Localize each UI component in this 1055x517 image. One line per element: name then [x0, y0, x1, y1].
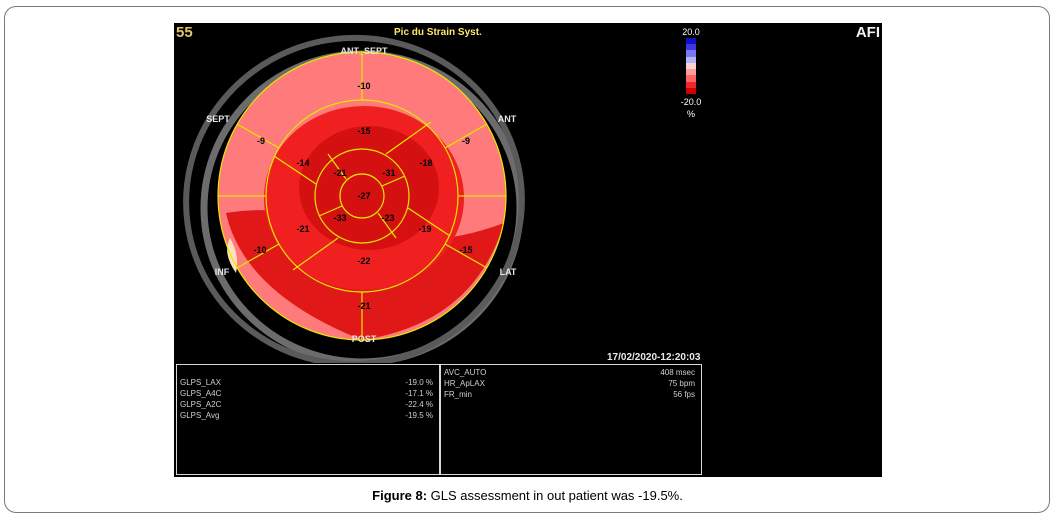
- segment-value-apical-sept: -33: [333, 213, 346, 223]
- scale-unit-label: %: [686, 109, 695, 119]
- bullseye-wall-labels: ANT_SEPT ANT LAT POST INF SEPT: [206, 46, 517, 344]
- glps-label: GLPS_A4C: [180, 389, 222, 398]
- caption-prefix: Figure 8:: [372, 488, 428, 503]
- wall-label-sept: SEPT: [206, 114, 230, 124]
- info-value: 408 msec: [660, 368, 695, 377]
- wall-label-post: POST: [352, 334, 377, 344]
- figure-caption: Figure 8: GLS assessment in out patient …: [0, 488, 1055, 503]
- segment-value-apical-lat: -31: [382, 168, 395, 178]
- scale-min-label: -20.0: [680, 97, 702, 107]
- segment-value-mid-ant: -18: [419, 158, 432, 168]
- wall-label-inf: INF: [215, 267, 230, 277]
- info-row: FR_min 56 fps: [441, 390, 701, 401]
- segment-value-mid-post: -22: [357, 256, 370, 266]
- bullseye-segment-values: -10 -9 -15 -21 -10 -9 -15 -18 -19 -22 -2…: [253, 81, 472, 311]
- info-value: 56 fps: [673, 390, 695, 399]
- wall-label-ant-sept: ANT_SEPT: [340, 46, 388, 56]
- bullseye-plot: ANT_SEPT ANT LAT POST INF SEPT -10 -9 -1…: [183, 34, 525, 363]
- acquisition-info-panel: AVC_AUTO 408 msec HR_ApLAX 75 bpm FR_min…: [440, 364, 702, 475]
- wall-label-lat: LAT: [500, 267, 517, 277]
- glps-results-panel: GLPS_LAX -19.0 % GLPS_A4C -17.1 % GLPS_A…: [176, 364, 440, 475]
- segment-value-mid-lat: -19: [418, 224, 431, 234]
- info-row: HR_ApLAX 75 bpm: [441, 379, 701, 390]
- glps-label: GLPS_LAX: [180, 378, 221, 387]
- glps-label: GLPS_A2C: [180, 400, 222, 409]
- segment-value-basal-lat: -15: [459, 245, 472, 255]
- brand-logo: AFI: [855, 24, 880, 41]
- bullseye-segment-lines: [217, 51, 507, 341]
- acquisition-datetime: 17/02/2020-12:20:03: [607, 352, 701, 363]
- segment-value-mid-ant-sept: -15: [357, 126, 370, 136]
- glps-label: GLPS_Avg: [180, 411, 220, 420]
- segment-value-basal-sept: -9: [257, 136, 265, 146]
- info-label: FR_min: [444, 390, 473, 399]
- frame-number: 55: [176, 24, 193, 41]
- glps-row: GLPS_LAX -19.0 %: [177, 378, 439, 389]
- info-row: AVC_AUTO 408 msec: [441, 368, 701, 379]
- glps-value: -22.4 %: [405, 400, 433, 409]
- glps-value: -17.1 %: [405, 389, 433, 398]
- wall-label-ant: ANT: [498, 114, 517, 124]
- strain-colorbar: [686, 38, 696, 94]
- segment-value-apex: -27: [357, 191, 370, 201]
- segment-value-apical-post: -23: [381, 213, 394, 223]
- glps-value: -19.0 %: [405, 378, 433, 387]
- info-label: HR_ApLAX: [444, 379, 485, 388]
- caption-text: GLS assessment in out patient was -19.5%…: [427, 488, 683, 503]
- segment-value-basal-ant: -9: [462, 136, 470, 146]
- segment-value-basal-post: -21: [357, 301, 370, 311]
- bullseye-fill: [218, 52, 506, 340]
- info-label: AVC_AUTO: [444, 368, 487, 377]
- segment-value-apical-ant-sept: -21: [333, 168, 346, 178]
- segment-value-basal-ant-sept: -10: [357, 81, 370, 91]
- segment-value-mid-inf: -21: [296, 224, 309, 234]
- glps-value: -19.5 %: [405, 411, 433, 420]
- segment-value-basal-inf: -10: [253, 245, 266, 255]
- glps-row: GLPS_Avg -19.5 %: [177, 411, 439, 422]
- mode-title: Pic du Strain Syst.: [394, 27, 482, 38]
- glps-row: GLPS_A4C -17.1 %: [177, 389, 439, 400]
- info-value: 75 bpm: [668, 379, 695, 388]
- echo-screen: 55 Pic du Strain Syst. AFI 20.0 -20.0 %: [174, 23, 882, 477]
- scale-max-label: 20.0: [682, 27, 700, 37]
- segment-value-mid-sept: -14: [296, 158, 309, 168]
- glps-row: GLPS_A2C -22.4 %: [177, 400, 439, 411]
